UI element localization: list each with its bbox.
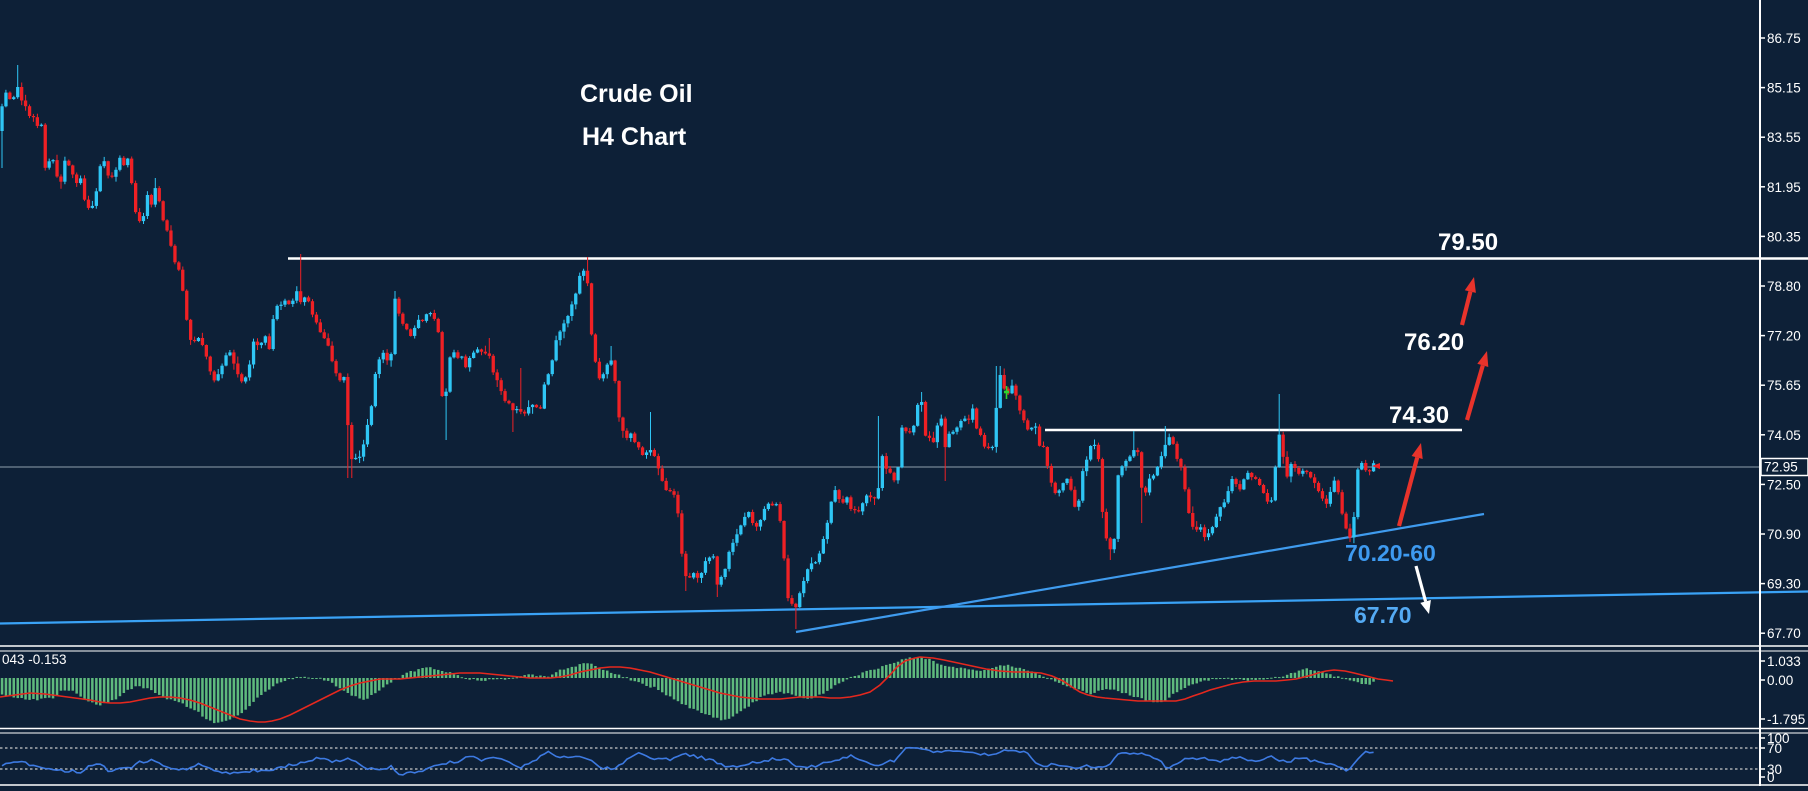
svg-text:67.70: 67.70 [1767,626,1801,641]
svg-text:79.50: 79.50 [1438,229,1498,256]
svg-text:76.20: 76.20 [1404,329,1464,356]
svg-text:70.20-60: 70.20-60 [1345,540,1436,566]
svg-text:72.95: 72.95 [1764,460,1798,475]
svg-text:043 -0.153: 043 -0.153 [2,652,67,667]
svg-text:74.05: 74.05 [1767,428,1801,443]
svg-text:78.80: 78.80 [1767,279,1801,294]
svg-text:72.50: 72.50 [1767,477,1801,492]
svg-text:86.75: 86.75 [1767,31,1801,46]
svg-text:75.65: 75.65 [1767,378,1801,393]
svg-text:67.70: 67.70 [1354,602,1412,628]
svg-text:74.30: 74.30 [1389,402,1449,429]
svg-text:Crude Oil: Crude Oil [580,80,693,108]
svg-text:70.90: 70.90 [1767,527,1801,542]
svg-text:80.35: 80.35 [1767,229,1801,244]
svg-text:85.15: 85.15 [1767,81,1801,96]
svg-text:81.95: 81.95 [1767,180,1801,195]
svg-text:-1.795: -1.795 [1767,712,1805,727]
svg-text:30: 30 [1767,762,1782,777]
svg-text:0: 0 [1767,770,1775,785]
svg-text:1.033: 1.033 [1767,654,1801,669]
svg-text:0.00: 0.00 [1767,673,1793,688]
svg-text:100: 100 [1767,731,1790,746]
svg-text:77.20: 77.20 [1767,329,1801,344]
svg-text:70: 70 [1767,741,1782,756]
svg-text:83.55: 83.55 [1767,130,1801,145]
svg-text:69.30: 69.30 [1767,577,1801,592]
svg-text:H4 Chart: H4 Chart [582,123,687,151]
